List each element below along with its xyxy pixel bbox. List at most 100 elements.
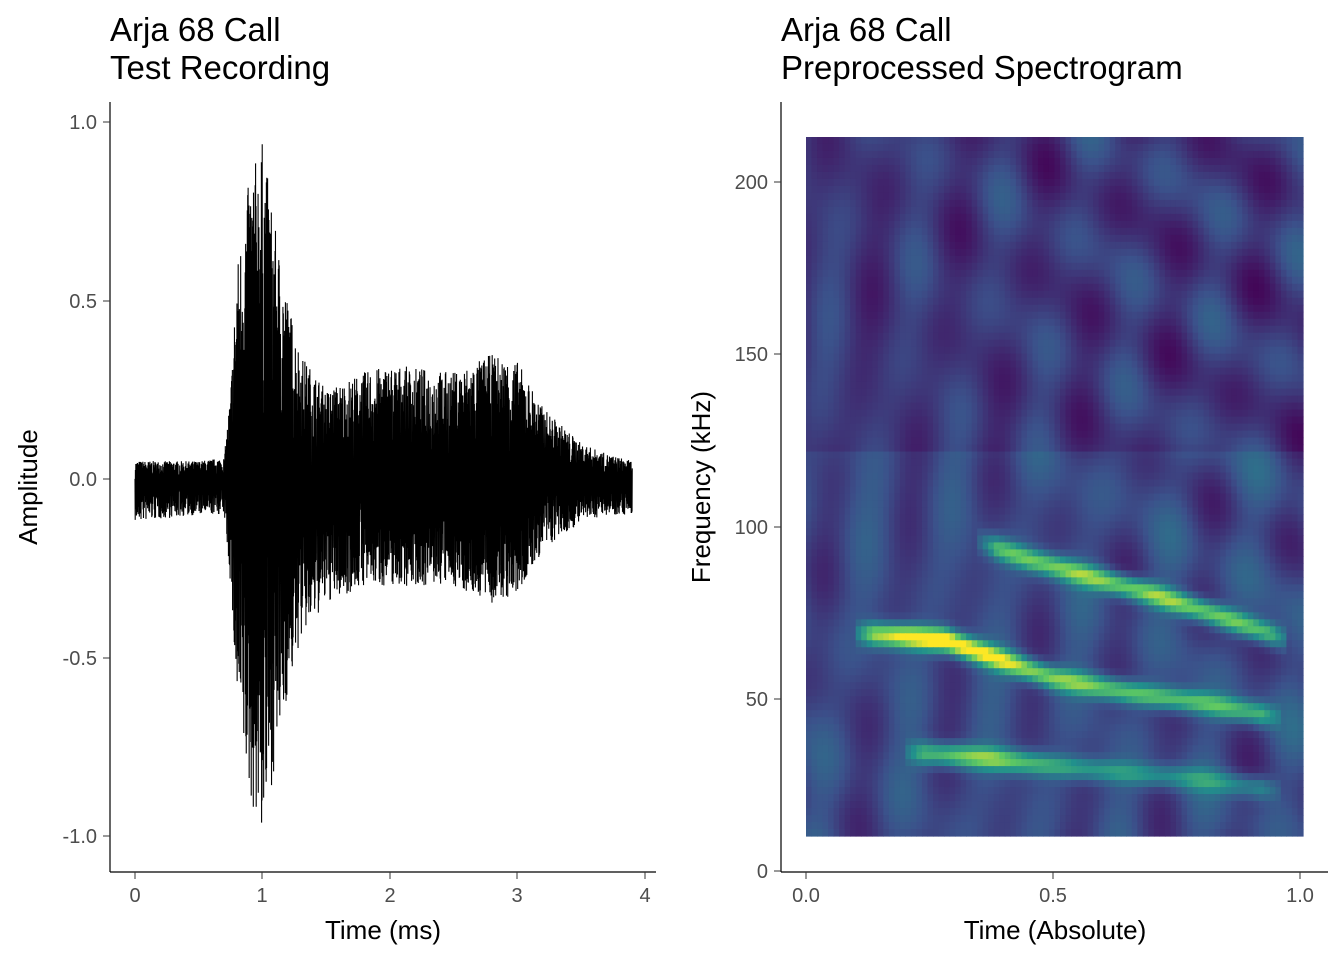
spectrogram-cell	[1297, 143, 1304, 152]
spectrogram-cell	[844, 381, 851, 390]
spectrogram-cell	[999, 290, 1006, 299]
spectrogram-cell	[944, 395, 951, 404]
spectrogram-cell	[1026, 311, 1034, 320]
spectrogram-cell	[938, 367, 945, 376]
spectrogram-cell	[1170, 374, 1177, 383]
spectrogram-cell	[1087, 395, 1094, 404]
spectrogram-cell	[883, 297, 890, 306]
spectrogram-cell	[811, 171, 818, 180]
spectrogram-cell	[1048, 465, 1056, 474]
spectrogram-cell	[872, 409, 879, 418]
spectrogram-cell	[966, 430, 973, 439]
spectrogram-cell	[1054, 381, 1061, 390]
spectrogram-cell	[949, 143, 956, 152]
spectrogram-cell	[1275, 248, 1282, 257]
spectrogram-cell	[993, 248, 1000, 257]
spectrogram-cell	[1082, 416, 1089, 425]
spectrogram-cell	[1214, 157, 1221, 166]
spectrogram-cell	[1247, 493, 1254, 502]
spectrogram-cell	[850, 409, 857, 418]
spectrogram-cell	[806, 199, 813, 208]
spectrogram-cell	[1037, 395, 1045, 404]
spectrogram-cell	[999, 241, 1006, 250]
spectrogram-cell	[1021, 486, 1028, 495]
spectrogram-cell	[1060, 269, 1067, 278]
spectrogram-cell	[933, 143, 940, 152]
spectrogram-cell	[1131, 318, 1138, 327]
spectrogram-cell	[1264, 164, 1271, 173]
spectrogram-cell	[1269, 137, 1276, 145]
spectrogram-cell	[971, 500, 978, 509]
spectrogram-cell	[1054, 346, 1061, 355]
spectrogram-cell	[1071, 164, 1078, 173]
spectrogram-cell	[844, 402, 851, 411]
spectrogram-cell	[1291, 409, 1299, 418]
spectrogram-cell	[1076, 178, 1083, 187]
spectrogram-cell	[1181, 220, 1188, 229]
spectrogram-cell	[1253, 458, 1260, 467]
spectrogram-cell	[1004, 465, 1011, 474]
spectrogram-cell	[1026, 346, 1034, 355]
spectrogram-cell	[1291, 444, 1299, 453]
spectrogram-cell	[1054, 360, 1061, 369]
spectrogram-cell	[1093, 304, 1100, 313]
spectrogram-cell	[1148, 507, 1155, 516]
spectrogram-cell	[1297, 472, 1304, 481]
spectrogram-cell	[1214, 178, 1221, 187]
spectrogram-cell	[938, 137, 945, 145]
spectrogram-cell	[1236, 451, 1243, 460]
spectrogram-cell	[1060, 444, 1067, 453]
spectrogram-cell	[1032, 332, 1039, 341]
spectrogram-cell	[944, 213, 951, 222]
spectrogram-cell	[905, 297, 912, 306]
spectrogram-cell	[839, 479, 846, 488]
spectrogram-cell	[861, 157, 868, 166]
spectrogram-cell	[1126, 423, 1133, 432]
spectrogram-cell	[1032, 507, 1039, 516]
spectrogram-cell	[1098, 227, 1105, 236]
spectrogram-cell	[1065, 402, 1072, 411]
spectrogram-cell	[955, 206, 962, 215]
spectrogram-cell	[1280, 157, 1288, 166]
spectrogram-cell	[877, 297, 884, 306]
spectrogram-cell	[1010, 304, 1017, 313]
spectrogram-cell	[1203, 234, 1210, 243]
spectrogram-cell	[1253, 437, 1260, 446]
spectrogram-cell	[850, 339, 857, 348]
spectrogram-cell	[1071, 171, 1078, 180]
spectrogram-cell	[1264, 472, 1271, 481]
spectrogram-cell	[1192, 192, 1199, 201]
spectrogram-cell	[1093, 297, 1100, 306]
spectrogram-cell	[905, 192, 912, 201]
spectrogram-cell	[1192, 346, 1199, 355]
spectrogram-cell	[861, 486, 868, 495]
spectrogram-cell	[1225, 220, 1232, 229]
spectrogram-cell	[839, 451, 846, 460]
spectrogram-cell	[1214, 150, 1221, 159]
spectrogram-cell	[1043, 192, 1050, 201]
spectrogram-cell	[1236, 472, 1243, 481]
spectrogram-cell	[1065, 143, 1072, 152]
spectrogram-cell	[822, 381, 829, 390]
spectrogram-cell	[1242, 269, 1249, 278]
spectrogram-cell	[1120, 276, 1127, 285]
spectrogram-cell	[894, 346, 901, 355]
spectrogram-cell	[1010, 458, 1017, 467]
spectrogram-cell	[1269, 206, 1276, 215]
spectrogram-cell	[822, 185, 829, 194]
spectrogram-cell	[960, 241, 967, 250]
spectrogram-cell	[999, 514, 1006, 523]
spectrogram-cell	[1269, 325, 1276, 334]
spectrogram-cell	[960, 423, 967, 432]
spectrogram-cell	[955, 346, 962, 355]
spectrogram-cell	[1137, 493, 1144, 502]
spectrogram-cell	[971, 465, 978, 474]
spectrogram-cell	[1060, 514, 1067, 523]
spectrogram-cell	[1220, 220, 1227, 229]
spectrogram-cell	[1032, 374, 1039, 383]
spectrogram-cell	[949, 290, 956, 299]
spectrogram-cell	[949, 213, 956, 222]
spectrogram-cell	[1286, 192, 1293, 201]
spectrogram-cell	[1203, 283, 1210, 292]
spectrogram-cell	[1170, 325, 1177, 334]
